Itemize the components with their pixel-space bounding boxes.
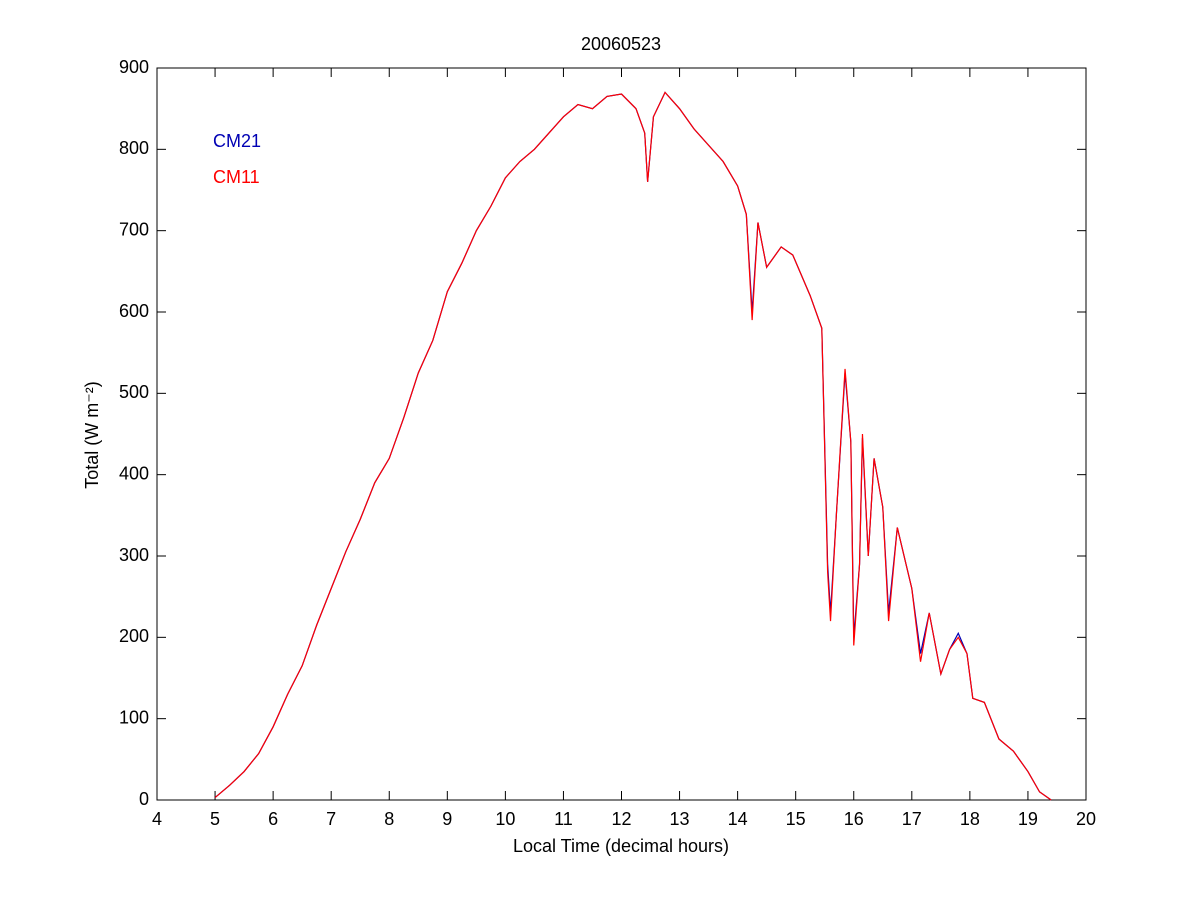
series-line bbox=[214, 91, 1052, 801]
x-tick-label: 19 bbox=[1018, 809, 1038, 829]
y-axis-label: Total (W m⁻²) bbox=[82, 381, 102, 489]
y-tick-label: 800 bbox=[119, 138, 149, 158]
legend-entry: CM21 bbox=[213, 131, 261, 151]
x-tick-label: 14 bbox=[728, 809, 748, 829]
x-tick-label: 13 bbox=[670, 809, 690, 829]
y-tick-label: 900 bbox=[119, 57, 149, 77]
y-tick-label: 100 bbox=[119, 707, 149, 727]
x-tick-label: 10 bbox=[495, 809, 515, 829]
x-tick-label: 20 bbox=[1076, 809, 1096, 829]
x-axis-label: Local Time (decimal hours) bbox=[513, 836, 729, 856]
x-tick-label: 17 bbox=[902, 809, 922, 829]
x-tick-label: 18 bbox=[960, 809, 980, 829]
x-tick-label: 15 bbox=[786, 809, 806, 829]
x-tick-label: 9 bbox=[442, 809, 452, 829]
x-tick-label: 6 bbox=[268, 809, 278, 829]
y-tick-label: 0 bbox=[139, 789, 149, 809]
x-tick-label: 16 bbox=[844, 809, 864, 829]
y-tick-label: 200 bbox=[119, 626, 149, 646]
y-tick-label: 400 bbox=[119, 463, 149, 483]
y-tick-label: 500 bbox=[119, 382, 149, 402]
y-tick-label: 600 bbox=[119, 301, 149, 321]
chart-title: 20060523 bbox=[581, 34, 661, 54]
x-tick-label: 7 bbox=[326, 809, 336, 829]
x-tick-label: 5 bbox=[210, 809, 220, 829]
y-tick-label: 700 bbox=[119, 219, 149, 239]
x-tick-label: 11 bbox=[554, 809, 573, 829]
x-tick-label: 8 bbox=[384, 809, 394, 829]
x-tick-label: 4 bbox=[152, 809, 162, 829]
y-tick-label: 300 bbox=[119, 545, 149, 565]
x-tick-label: 12 bbox=[611, 809, 631, 829]
legend-entry: CM11 bbox=[213, 167, 260, 187]
